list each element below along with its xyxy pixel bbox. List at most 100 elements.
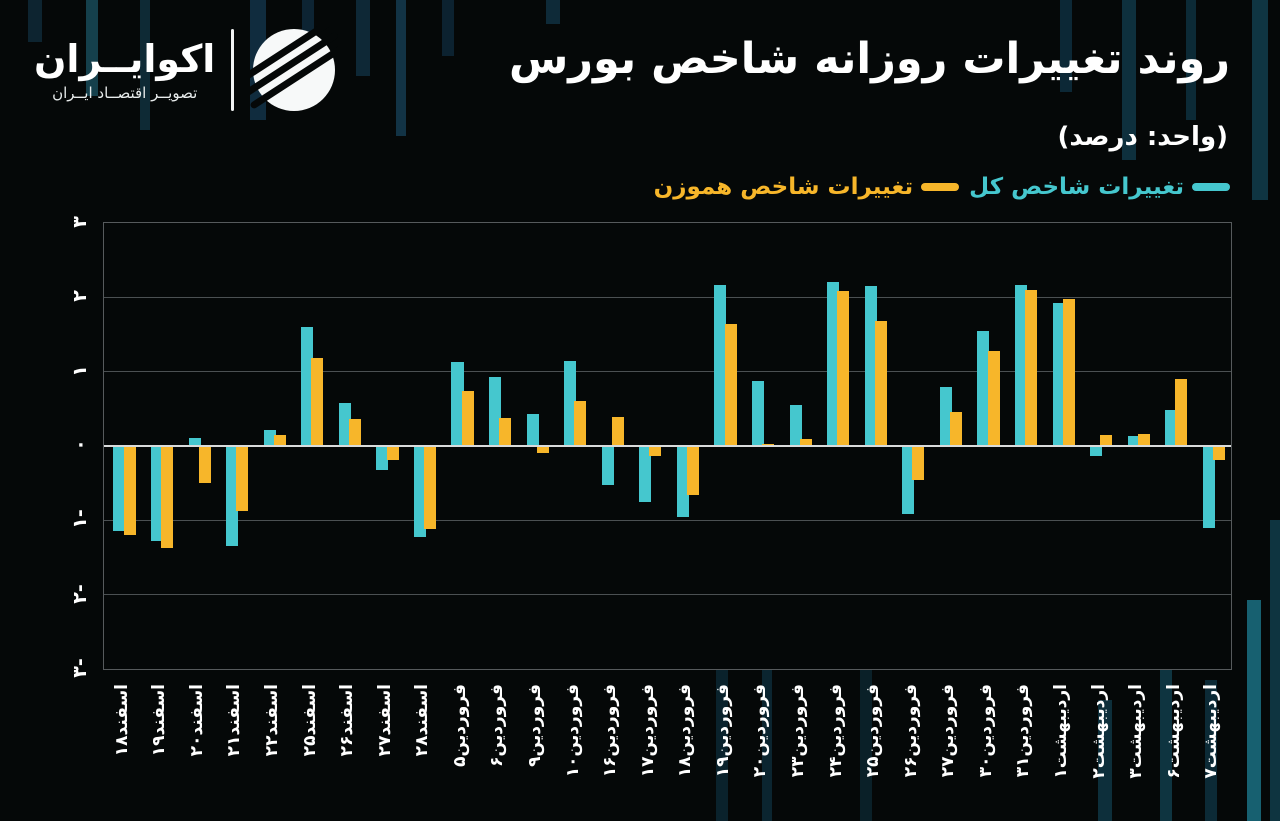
bar-total-index (939, 386, 952, 446)
bar-equal-weight-index (574, 400, 587, 446)
bar-equal-weight-index (536, 446, 549, 454)
bar-equal-weight-index (1062, 298, 1075, 446)
background-streak (1252, 0, 1268, 200)
bar-total-index (226, 446, 239, 547)
legend-dash-icon (1192, 183, 1230, 191)
bar-equal-weight-index (1175, 379, 1188, 446)
bar-equal-weight-index (273, 434, 286, 446)
bar-equal-weight-index (912, 446, 925, 481)
background-streak (356, 0, 370, 76)
bar-equal-weight-index (762, 443, 775, 446)
bar-total-index (263, 429, 276, 446)
background-streak (86, 0, 98, 96)
background-streak (1060, 0, 1072, 92)
bar-total-index (1090, 446, 1103, 457)
bar-total-index (413, 446, 426, 537)
bar-equal-weight-index (1137, 434, 1150, 446)
unit-note: (واحد: درصد) (1057, 122, 1229, 152)
brand-text: اکوایــران تصویــر اقتصــاد ایــران (34, 37, 216, 102)
bar-equal-weight-index (499, 417, 512, 446)
background-streak (1098, 700, 1112, 821)
bar-total-index (601, 446, 614, 485)
background-streak (1205, 680, 1217, 821)
gridline (104, 519, 1231, 521)
bar-total-index (150, 446, 163, 542)
background-streak (1186, 0, 1196, 120)
bar-equal-weight-index (687, 446, 700, 496)
brand-divider (231, 29, 235, 111)
background-streak (762, 600, 772, 821)
background-streak (1270, 520, 1280, 821)
bar-total-index (827, 282, 840, 446)
bar-total-index (301, 327, 314, 446)
gridline (104, 594, 1231, 596)
bar-total-index (1165, 410, 1178, 446)
background-streak (140, 0, 150, 130)
legend-item-equal-weight-index: تغییرات شاخص هموزن (654, 174, 960, 200)
bar-equal-weight-index (123, 446, 136, 536)
bar-equal-weight-index (874, 321, 887, 446)
background-streak (1160, 640, 1172, 821)
brand-tagline: تصویــر اقتصــاد ایــران (52, 83, 198, 102)
chart-legend: تغییرات شاخص کل تغییرات شاخص هموزن (654, 174, 1230, 200)
background-streak (396, 0, 406, 136)
zero-line (104, 445, 1231, 447)
background-streak (546, 0, 560, 24)
bar-equal-weight-index (348, 419, 361, 446)
bar-equal-weight-index (799, 438, 812, 446)
background-streak (1122, 0, 1136, 160)
bar-total-index (902, 446, 915, 514)
bar-total-index (188, 437, 201, 446)
brand-name: اکوایــران (34, 37, 216, 82)
bar-equal-weight-index (1100, 434, 1113, 446)
bar-total-index (789, 405, 802, 446)
background-streak (28, 0, 42, 42)
bar-equal-weight-index (236, 446, 249, 512)
bar-total-index (1127, 436, 1140, 446)
bar-equal-weight-index (1025, 289, 1038, 446)
bar-equal-weight-index (987, 350, 1000, 446)
bar-total-index (1052, 302, 1065, 446)
bar-total-index (564, 360, 577, 446)
bar-equal-weight-index (837, 291, 850, 446)
bar-equal-weight-index (611, 417, 624, 446)
background-streak (1247, 600, 1261, 821)
bar-equal-weight-index (198, 446, 211, 484)
bar-equal-weight-index (649, 446, 662, 457)
bar-equal-weight-index (724, 324, 737, 446)
bar-total-index (676, 446, 689, 517)
bar-equal-weight-index (461, 390, 474, 446)
bar-total-index (1014, 284, 1027, 446)
bar-total-index (526, 414, 539, 446)
bar-total-index (338, 402, 351, 446)
gridline (104, 296, 1231, 298)
legend-label: تغییرات شاخص هموزن (653, 174, 914, 200)
legend-label: تغییرات شاخص کل (969, 174, 1184, 200)
bar-total-index (451, 362, 464, 446)
legend-item-total-index: تغییرات شاخص کل (969, 174, 1230, 200)
legend-dash-icon (921, 183, 960, 191)
bar-total-index (977, 330, 990, 446)
ecoiran-logo-icon (250, 26, 339, 111)
bar-total-index (864, 286, 877, 446)
bar-total-index (489, 376, 502, 446)
bar-equal-weight-index (950, 411, 963, 446)
brand-block: اکوایــران تصویــر اقتصــاد ایــران (34, 24, 339, 116)
gridline (104, 371, 1231, 373)
bar-total-index (113, 446, 126, 532)
bar-total-index (376, 446, 389, 470)
bar-total-index (1202, 446, 1215, 528)
page-title: روند تغییرات روزانه شاخص بورس (508, 34, 1230, 84)
plot-area (103, 222, 1232, 670)
bar-equal-weight-index (311, 358, 324, 446)
bar-total-index (639, 446, 652, 502)
bar-equal-weight-index (1212, 446, 1225, 461)
bar-equal-weight-index (424, 446, 437, 530)
background-streak (442, 0, 454, 56)
bar-equal-weight-index (161, 446, 174, 548)
bar-equal-weight-index (386, 446, 399, 461)
bar-total-index (714, 284, 727, 446)
bar-total-index (752, 381, 765, 446)
